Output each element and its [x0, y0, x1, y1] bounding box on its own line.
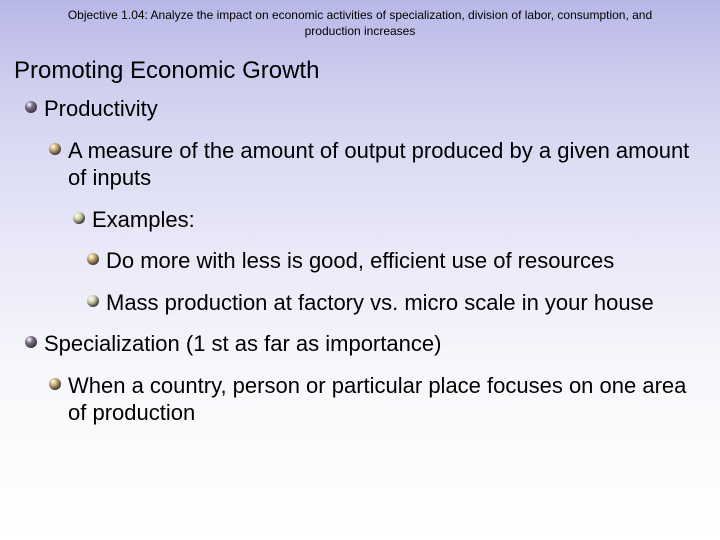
bullet-list: Productivity A measure of the amount of o… [0, 95, 720, 427]
bullet-icon [72, 211, 86, 225]
bullet-icon [24, 335, 38, 349]
list-item: Specialization (1 st as far as importanc… [24, 330, 706, 358]
bullet-icon [48, 142, 62, 156]
list-item: Examples: [72, 206, 706, 234]
list-item: Productivity [24, 95, 706, 123]
objective-header: Objective 1.04: Analyze the impact on ec… [0, 0, 720, 43]
bullet-text: When a country, person or particular pla… [68, 372, 706, 427]
bullet-icon [86, 294, 100, 308]
bullet-text: Specialization (1 st as far as importanc… [44, 330, 441, 358]
bullet-text: Mass production at factory vs. micro sca… [106, 289, 654, 317]
list-item: A measure of the amount of output produc… [48, 137, 706, 192]
bullet-text: A measure of the amount of output produc… [68, 137, 706, 192]
slide-title: Promoting Economic Growth [0, 43, 720, 95]
bullet-text: Examples: [92, 206, 195, 234]
bullet-text: Do more with less is good, efficient use… [106, 247, 614, 275]
list-item: Do more with less is good, efficient use… [86, 247, 706, 275]
bullet-icon [48, 377, 62, 391]
list-item: When a country, person or particular pla… [48, 372, 706, 427]
list-item: Mass production at factory vs. micro sca… [86, 289, 706, 317]
bullet-icon [24, 100, 38, 114]
bullet-text: Productivity [44, 95, 158, 123]
bullet-icon [86, 252, 100, 266]
